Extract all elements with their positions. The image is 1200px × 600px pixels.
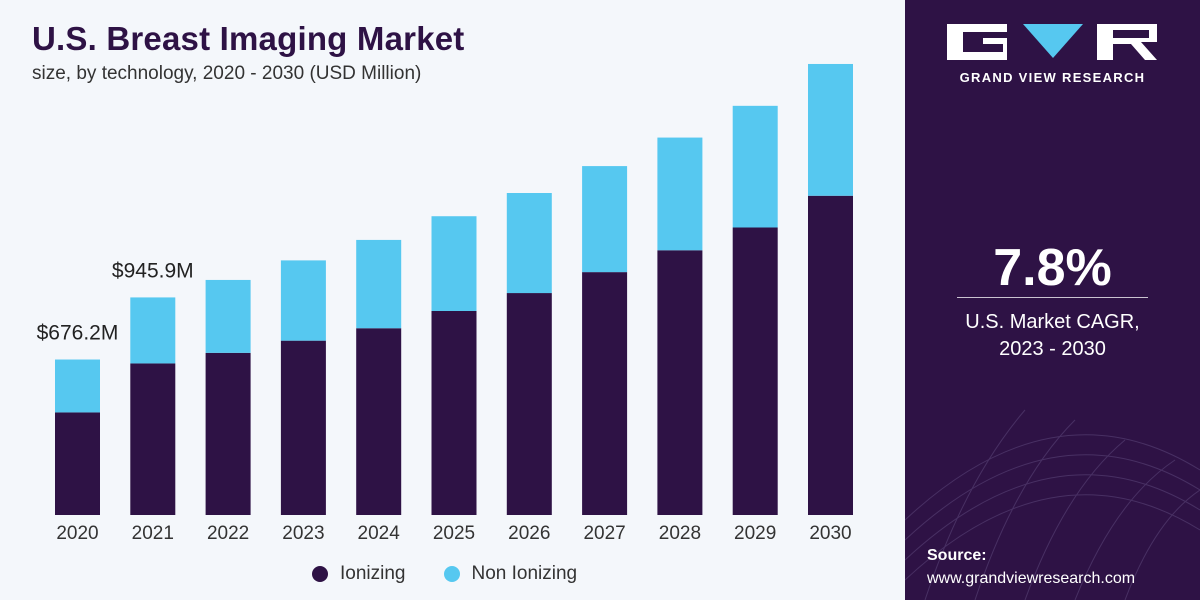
- bar-non-ionizing-2024: [356, 239, 402, 329]
- x-tick-label-2027: 2027: [583, 523, 625, 544]
- x-tick-label-2028: 2028: [659, 523, 701, 544]
- decorative-grid: [905, 409, 1200, 600]
- gvr-logo-icon: [947, 24, 1157, 60]
- bar-ionizing-2022: [205, 352, 251, 515]
- chart-title: U.S. Breast Imaging Market: [32, 20, 465, 57]
- legend-swatch-ionizing: [312, 566, 328, 582]
- brand-name: GRAND VIEW RESEARCH: [959, 70, 1146, 85]
- cagr-label-line2: 2023 - 2030: [999, 338, 1106, 360]
- legend-swatch-non-ionizing: [443, 566, 460, 582]
- bar-non-ionizing-2022: [205, 279, 251, 353]
- data-label-2021: $945.9M: [112, 259, 194, 282]
- bar-non-ionizing-2020: [55, 359, 100, 413]
- x-tick-label-2020: 2020: [56, 523, 98, 544]
- chart-area: U.S. Breast Imaging Market size, by tech…: [0, 0, 905, 600]
- source-url[interactable]: www.grandviewresearch.com: [927, 570, 1136, 587]
- legend-item-non-ionizing: Non Ionizing: [443, 563, 578, 585]
- bar-non-ionizing-2030: [808, 63, 853, 196]
- chart-legend: Ionizing Non Ionizing: [312, 563, 615, 585]
- cagr-value: 7.8%: [993, 239, 1112, 297]
- chart-subtitle: size, by technology, 2020 - 2030 (USD Mi…: [32, 63, 422, 84]
- bar-non-ionizing-2025: [431, 216, 477, 311]
- bar-ionizing-2023: [280, 340, 326, 515]
- cagr-label-line1: U.S. Market CAGR,: [965, 311, 1140, 333]
- bar-ionizing-2021: [130, 363, 176, 515]
- x-tick-label-2024: 2024: [358, 523, 401, 544]
- info-panel: GRAND VIEW RESEARCH 7.8% U.S. Market CAG…: [905, 0, 1200, 600]
- cagr-divider: [957, 297, 1148, 298]
- x-tick-label-2021: 2021: [132, 523, 174, 544]
- bar-ionizing-2026: [506, 293, 552, 515]
- x-tick-label-2022: 2022: [207, 523, 249, 544]
- bar-ionizing-2030: [808, 195, 853, 515]
- bar-ionizing-2029: [732, 227, 778, 515]
- bar-non-ionizing-2028: [657, 137, 703, 251]
- bar-non-ionizing-2021: [130, 297, 176, 364]
- cagr-label: U.S. Market CAGR, 2023 - 2030: [905, 309, 1200, 363]
- bar-chart: 2020 2021 2022 2023 2024 2025 2026 2027 2028 2029…: [37, 63, 853, 544]
- x-tick-label-2029: 2029: [734, 523, 776, 544]
- data-label-2020: $676.2M: [37, 322, 119, 345]
- bar-non-ionizing-2026: [506, 193, 552, 294]
- x-tick-label-2026: 2026: [508, 523, 550, 544]
- bar-ionizing-2020: [55, 412, 100, 515]
- source-label: Source:: [927, 547, 987, 564]
- x-tick-label-2023: 2023: [282, 523, 324, 544]
- source-block: Source: www.grandviewresearch.com: [927, 544, 1135, 590]
- legend-item-ionizing: Ionizing: [312, 563, 406, 585]
- bar-ionizing-2025: [431, 310, 477, 515]
- x-tick-label-2025: 2025: [433, 523, 475, 544]
- x-tick-label-2030: 2030: [809, 523, 851, 544]
- bar-non-ionizing-2023: [280, 260, 326, 341]
- legend-label-ionizing: Ionizing: [340, 563, 406, 584]
- bar-non-ionizing-2027: [582, 166, 628, 273]
- bar-ionizing-2028: [657, 250, 703, 515]
- legend-label-non-ionizing: Non Ionizing: [471, 563, 578, 584]
- bar-non-ionizing-2029: [732, 105, 778, 228]
- bar-ionizing-2024: [356, 328, 402, 515]
- bar-ionizing-2027: [582, 272, 628, 515]
